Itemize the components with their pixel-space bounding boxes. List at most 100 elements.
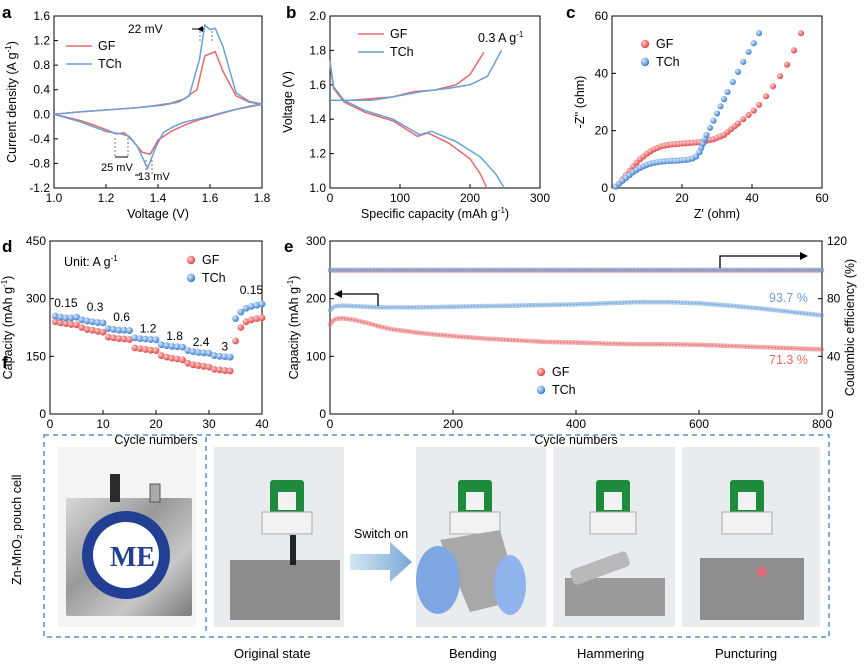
y-tick-label-c: 20	[595, 124, 609, 138]
data-point-gf	[104, 333, 112, 341]
caption-bending: Bending	[449, 646, 497, 661]
data-point-tch	[110, 326, 117, 333]
y-tick-label-d: 300	[26, 292, 46, 306]
data-point-gf	[237, 324, 245, 331]
data-point-tch	[195, 349, 202, 356]
data-point-tch	[184, 347, 192, 354]
switch-on-label: Switch on	[354, 527, 408, 541]
legend-label-b: TCh	[390, 45, 414, 59]
data-point-tch	[104, 325, 112, 333]
data-point-gf	[253, 315, 261, 323]
plot-a: 1.0 1.2 1.4 1.6 1.8 -1.2 -0.8 -0.4 0.0 0.4 0.8 1.2 1…	[4, 9, 271, 221]
plot-c: 0 20 40 60 0 20 40 60 Z' (ohm) -Z'' (ohm) GF TCh	[573, 9, 829, 221]
data-point-tch	[78, 316, 86, 324]
data-point-gf	[115, 335, 123, 343]
panel-b-charge-discharge: b 0 100 200 300 1.0 1.2 1.4 1.6 1.8 2.0 Specific c…	[281, 3, 550, 221]
retention-tch: 93.7 %	[769, 291, 808, 305]
photo-puncturing	[682, 447, 820, 627]
axes-frame-e	[329, 240, 823, 415]
data-point-tch	[221, 353, 229, 361]
data-point-gf	[210, 366, 218, 373]
series-line-tch-discharge	[329, 60, 505, 189]
x-tick-label-d: 30	[202, 417, 216, 431]
x-tick-label-a: 1.8	[254, 191, 271, 205]
panel-label-e: e	[284, 237, 293, 256]
data-point-tch	[713, 110, 721, 117]
panel-label-f: f	[2, 353, 8, 372]
data-point-gf	[200, 362, 208, 370]
x-axis-label-c: Z' (ohm)	[694, 207, 740, 221]
panel-f-frame	[43, 434, 830, 638]
data-point-gf	[189, 361, 197, 369]
data-point-tch	[755, 30, 763, 37]
y-tick-label-b: 1.0	[309, 181, 326, 195]
data-point-tch	[740, 58, 747, 65]
rate-label: 1.8	[166, 329, 183, 343]
y-tick-label-a: -1.2	[29, 181, 50, 195]
x-tick-label-e: 600	[689, 417, 709, 431]
data-point-tch	[216, 352, 224, 360]
data-point-tch	[126, 327, 133, 334]
data-point-gf	[57, 319, 64, 327]
data-point-tch	[89, 318, 96, 326]
annotation-13mv: 13 mV	[138, 171, 170, 183]
data-point-tch	[210, 352, 218, 359]
y-right-tick-label-e: 0	[827, 407, 834, 421]
data-point-tch	[142, 335, 149, 343]
x-tick-label-e: 200	[443, 417, 463, 431]
data-point-gf	[142, 346, 149, 353]
data-point-tch	[136, 335, 144, 343]
legend-label-d: TCh	[202, 271, 226, 285]
data-point-gf	[762, 93, 770, 100]
plot-b: 0 100 200 300 1.0 1.2 1.4 1.6 1.8 2.0 Specific cap…	[281, 9, 550, 221]
y-axis-label-b: Voltage (V)	[281, 71, 295, 133]
data-point-tch	[157, 341, 165, 349]
retention-gf: 71.3 %	[769, 353, 808, 367]
x-axis-label-b: Specific capacity (mAh g-1)	[361, 206, 509, 221]
series-line-tch-capacity	[329, 301, 823, 316]
data-point-tch	[189, 348, 197, 356]
data-point-gf	[173, 355, 181, 363]
y-tick-label-c: 60	[595, 9, 609, 23]
legend-label-a: GF	[98, 39, 116, 53]
y-right-axis-label-e: Coulombic efficiency (%)	[843, 259, 857, 396]
legend-marker-d	[186, 255, 196, 265]
data-point-gf	[734, 120, 742, 127]
series-line-gf	[53, 50, 263, 156]
data-point-gf	[790, 47, 798, 54]
data-point-gf	[62, 320, 70, 328]
data-point-gf	[750, 107, 757, 114]
pouch-cell-photo: ME	[58, 447, 196, 627]
y-tick-label-d: 150	[26, 349, 46, 363]
data-point-gf	[258, 314, 266, 322]
data-point-tch	[57, 313, 64, 321]
data-point-gf	[769, 83, 777, 90]
panel-label-c: c	[566, 3, 575, 22]
data-point-gf	[184, 359, 192, 367]
y-right-tick-label-e: 40	[827, 349, 841, 363]
rate-label: 0.15	[54, 296, 78, 310]
data-point-gf	[745, 111, 752, 118]
axis-arrows-e	[334, 252, 808, 306]
series-line-gf-discharge	[329, 64, 488, 189]
y-tick-label-c: 40	[595, 66, 609, 80]
x-tick-label-c: 20	[675, 191, 689, 205]
photo-bending	[416, 447, 546, 627]
y-right-tick-label-e: 120	[827, 234, 847, 248]
data-point-tch	[200, 349, 208, 357]
data-point-gf	[136, 345, 144, 353]
switch-on-arrow: Switch on	[350, 527, 412, 582]
annotation-25mv: 25 mV	[101, 162, 133, 174]
data-point-gf	[776, 73, 784, 80]
photo-hammering	[553, 447, 675, 627]
y-axis-label-e: Capacity (mAh g-1)	[286, 276, 301, 380]
data-point-tch	[147, 336, 155, 343]
rate-label: 0.15	[240, 283, 264, 297]
panel-c-eis: c 0 20 40 60 0 20 40 60 Z' (ohm) -Z'' (ohm) GF TCh	[566, 3, 829, 221]
data-point-gf	[131, 344, 139, 352]
data-point-gf	[783, 61, 791, 68]
rate-label: 1.2	[140, 321, 157, 335]
x-tick-label-a: 1.6	[202, 191, 219, 205]
legend-label-e: TCh	[552, 383, 576, 397]
data-point-tch	[724, 88, 731, 96]
